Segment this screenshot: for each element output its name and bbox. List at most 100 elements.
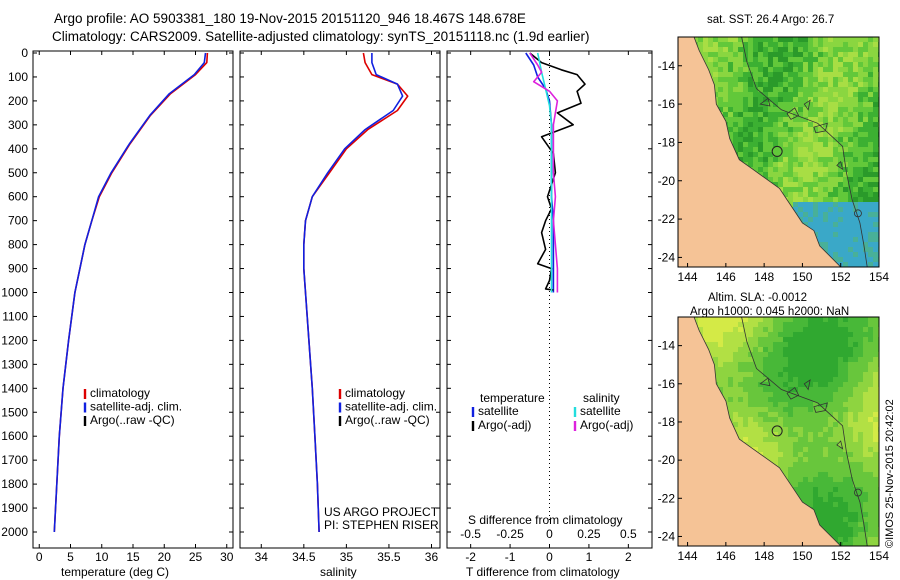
ocean-cell (863, 202, 869, 208)
ocean-cell (823, 417, 829, 423)
ocean-cell (823, 37, 829, 43)
ocean-cell (708, 67, 714, 73)
ocean-cell (863, 492, 869, 498)
ocean-cell (788, 387, 794, 393)
ocean-cell (798, 382, 804, 388)
ocean-cell (793, 462, 799, 468)
ocean-cell (843, 402, 849, 408)
ocean-cell (853, 97, 859, 103)
ocean-cell (868, 447, 874, 453)
ocean-cell (823, 422, 829, 428)
ocean-cell (788, 477, 794, 483)
ocean-cell (868, 387, 874, 393)
ocean-cell (733, 52, 739, 58)
sst-map-title: sat. SST: 26.4 Argo: 26.7 (707, 14, 834, 26)
ocean-cell (708, 332, 714, 338)
ocean-cell (828, 527, 834, 533)
ocean-cell (838, 82, 844, 88)
ocean-cell (788, 122, 794, 128)
ocean-cell (778, 157, 784, 163)
ocean-cell (828, 167, 834, 173)
ocean-cell (823, 527, 829, 533)
land-mass (678, 37, 843, 267)
ocean-cell (763, 72, 769, 78)
ocean-cell (798, 387, 804, 393)
ocean-cell (748, 427, 754, 433)
ocean-cell (788, 132, 794, 138)
ocean-cell (873, 337, 879, 343)
ocean-cell (803, 402, 809, 408)
ocean-cell (853, 102, 859, 108)
ocean-cell (833, 517, 839, 523)
ocean-cell (813, 422, 819, 428)
ocean-cell (798, 342, 804, 348)
ocean-cell (873, 357, 879, 363)
ocean-cell (763, 152, 769, 158)
ocean-cell (748, 112, 754, 118)
ocean-cell (848, 77, 854, 83)
ocean-cell (868, 137, 874, 143)
legend-label: climatology (345, 386, 405, 400)
ocean-cell (813, 117, 819, 123)
ocean-cell (873, 372, 879, 378)
ocean-cell (768, 102, 774, 108)
x-tick-label: 154 (869, 549, 889, 563)
ocean-cell (813, 112, 819, 118)
ocean-cell (738, 352, 744, 358)
ocean-cell (828, 317, 834, 323)
ocean-cell (718, 337, 724, 343)
reef-outline (854, 488, 862, 497)
legend-label: Argo(..raw -QC) (345, 413, 430, 427)
ocean-cell (718, 72, 724, 78)
ocean-cell (788, 332, 794, 338)
ocean-cell (773, 317, 779, 323)
ocean-cell (743, 362, 749, 368)
ocean-cell (733, 387, 739, 393)
ocean-cell (833, 42, 839, 48)
ocean-cell (858, 527, 864, 533)
ocean-cell (808, 212, 814, 218)
ocean-cell (843, 527, 849, 533)
ocean-cell (813, 447, 819, 453)
ocean-cell (863, 102, 869, 108)
ocean-cell (758, 117, 764, 123)
ocean-cell (863, 167, 869, 173)
ocean-cell (828, 397, 834, 403)
ocean-cell (748, 77, 754, 83)
ocean-cell (863, 377, 869, 383)
ocean-cell (813, 107, 819, 113)
ocean-cell (823, 197, 829, 203)
ocean-cell (788, 467, 794, 473)
ocean-cell (788, 92, 794, 98)
ocean-cell (853, 532, 859, 538)
ocean-cell (843, 477, 849, 483)
ocean-cell (823, 362, 829, 368)
ocean-cell (833, 152, 839, 158)
ocean-cell (793, 452, 799, 458)
ocean-cell (843, 72, 849, 78)
ocean-cell (788, 417, 794, 423)
ocean-cell (723, 322, 729, 328)
ocean-cell (848, 202, 854, 208)
ocean-cell (813, 142, 819, 148)
ocean-cell (828, 477, 834, 483)
ocean-cell (793, 192, 799, 198)
ocean-cell (848, 87, 854, 93)
ocean-cell (778, 342, 784, 348)
ocean-cell (768, 387, 774, 393)
ocean-cell (788, 382, 794, 388)
ocean-cell (833, 167, 839, 173)
ocean-cell (828, 67, 834, 73)
ocean-cell (838, 62, 844, 68)
ocean-cell (853, 167, 859, 173)
ocean-cell (748, 442, 754, 448)
ocean-cell (843, 132, 849, 138)
ocean-cell (773, 352, 779, 358)
ocean-cell (848, 37, 854, 43)
ocean-cell (713, 57, 719, 63)
ocean-cell (838, 67, 844, 73)
ocean-cell (738, 372, 744, 378)
ocean-cell (763, 387, 769, 393)
ocean-cell (788, 142, 794, 148)
ocean-cell (813, 102, 819, 108)
